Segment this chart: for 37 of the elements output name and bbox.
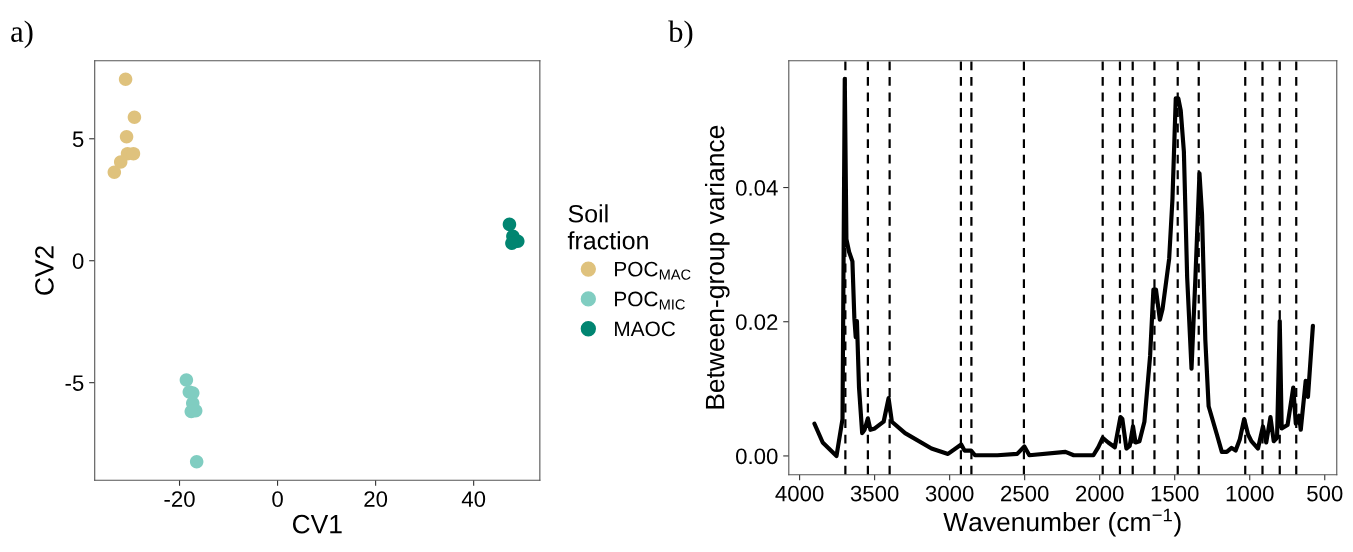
legend-label: POC$_{MAC}$ — [615, 261, 691, 280]
y-tick-label: -5 — [65, 375, 84, 391]
point — [107, 165, 122, 179]
x-tick-label: 500 — [1307, 485, 1343, 502]
x-tick-label: 4000 — [775, 485, 824, 502]
x-tick-label: 20 — [364, 491, 388, 507]
x-tick-label: 3000 — [925, 485, 974, 502]
y-axis-title: Between-group variance — [704, 125, 730, 409]
point — [127, 110, 142, 125]
legend-label: POC$_{MIC}$ — [615, 291, 685, 310]
y-tick-label: 0 — [72, 253, 84, 269]
point — [119, 130, 134, 144]
y-tick-label: 0.00 — [736, 448, 778, 465]
point — [118, 72, 133, 87]
point — [189, 454, 204, 469]
x-axis-title: CV1 — [292, 514, 342, 534]
x-tick-label: 3500 — [850, 485, 899, 502]
point — [502, 217, 517, 232]
x-tick-label: -20 — [164, 491, 195, 507]
chart-title: b) — [668, 20, 693, 49]
y-tick-label: 0.04 — [736, 180, 778, 196]
point — [505, 236, 519, 250]
legend-title: Soil fraction — [567, 204, 648, 250]
x-tick-label: 0 — [272, 491, 283, 507]
point — [179, 373, 194, 387]
x-tick-label: 1000 — [1226, 485, 1274, 502]
x-tick-label: 2500 — [1001, 485, 1049, 502]
legend-label: MAOC — [615, 321, 676, 337]
y-tick-label: 0.02 — [736, 314, 778, 331]
x-tick-label: 2000 — [1076, 485, 1124, 502]
chart-title: a) — [11, 20, 33, 49]
x-axis-title: Wavenumber (cm$^{−1}$) — [943, 508, 1181, 537]
y-axis-title: CV2 — [35, 246, 54, 295]
point — [113, 155, 128, 169]
x-tick-label: 40 — [461, 491, 486, 507]
y-tick-label: 5 — [72, 131, 84, 148]
x-tick-label: 1500 — [1151, 485, 1199, 502]
